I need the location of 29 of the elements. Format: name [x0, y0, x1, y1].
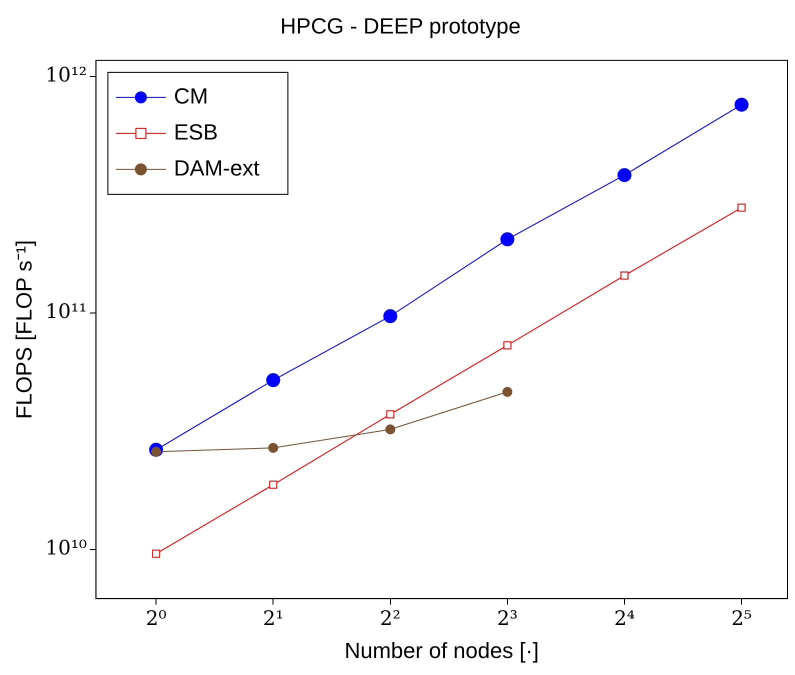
x-tick-label: 2⁴ — [614, 606, 635, 630]
y-tick-label: 10¹⁰ — [45, 536, 87, 560]
y-tick-label: 10¹² — [45, 62, 87, 87]
x-tick-label: 2¹ — [262, 606, 284, 630]
x-tick-label: 2⁰ — [146, 606, 167, 630]
point — [266, 373, 280, 388]
legend-label: CM — [174, 83, 208, 108]
x-tick-label: 2³ — [497, 606, 518, 630]
point — [152, 550, 160, 558]
chart-title: HPCG - DEEP prototype — [280, 13, 521, 38]
point — [268, 442, 278, 453]
point — [500, 232, 514, 246]
point — [502, 386, 512, 397]
y-axis-title: FLOPS [FLOP s⁻¹] — [11, 240, 36, 419]
point — [383, 309, 398, 324]
point — [620, 272, 629, 280]
point — [269, 480, 278, 489]
y-tick-label: 10¹¹ — [45, 299, 87, 324]
legend-label: DAM-ext — [174, 155, 260, 180]
point — [734, 98, 749, 112]
point — [738, 204, 746, 212]
point — [386, 410, 394, 418]
point — [385, 424, 396, 434]
x-tick-label: 2² — [380, 606, 401, 630]
x-tick-label: 2⁵ — [731, 606, 752, 630]
point — [503, 341, 512, 350]
point — [617, 168, 632, 182]
legend-label: ESB — [174, 119, 218, 144]
x-axis-title: Number of nodes [·] — [344, 638, 539, 663]
